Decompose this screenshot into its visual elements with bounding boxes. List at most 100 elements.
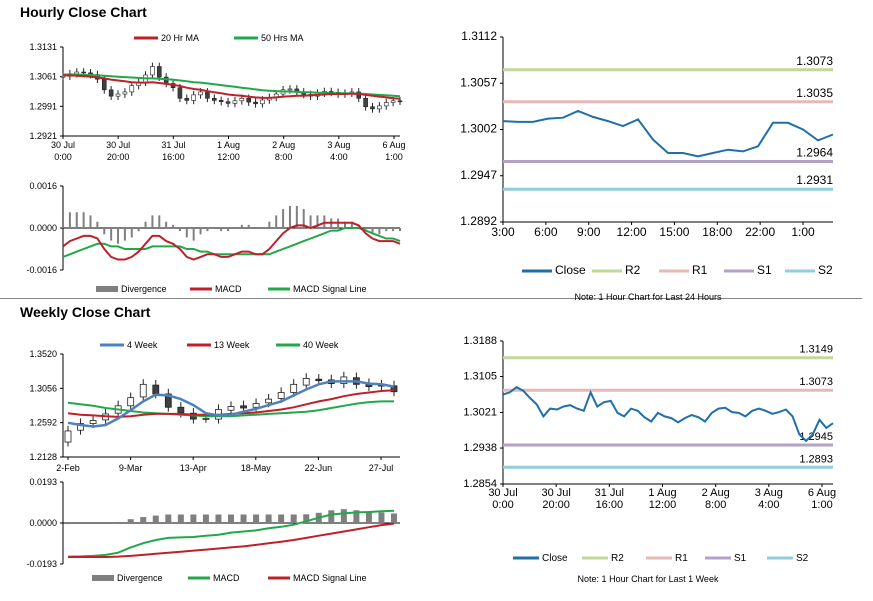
hourly_pivot-xtick-label: 6:00	[534, 225, 558, 239]
hourly_pivot-level-label-r2: 1.3073	[796, 54, 833, 68]
weekly-candle	[127, 397, 135, 407]
hourly-candle	[390, 100, 396, 103]
weekly-divergence-bar	[127, 519, 134, 523]
hourly-macd-legend-divergence-swatch	[96, 286, 118, 292]
weekly_pivot-note: Note: 1 Hour Chart for Last 1 Week	[578, 574, 719, 584]
weekly_pivot-xtick-label: 30 Jul	[488, 487, 517, 499]
hourly-candle	[129, 85, 135, 93]
hourly-candle	[225, 101, 231, 104]
weekly_pivot-legend-close-label: Close	[542, 553, 568, 564]
weekly-candle	[315, 378, 323, 382]
weekly-divergence-bar	[215, 514, 222, 523]
weekly-candle	[89, 420, 97, 424]
hourly_pivot-xtick-label: 22:00	[745, 225, 775, 239]
hourly_pivot-level-label-s2: 1.2931	[796, 173, 833, 187]
weekly-candle	[302, 378, 310, 386]
weekly-section-title: Weekly Close Chart	[20, 304, 151, 320]
weekly-price-ytick-label: 1.2592	[29, 418, 57, 428]
weekly_pivot-xtick-label: 8:00	[705, 499, 726, 511]
weekly-price-xtick-label: 18-May	[241, 463, 272, 473]
hourly_pivot-ytick-label: 1.2947	[460, 168, 497, 182]
hourly-candle	[101, 78, 107, 91]
hourly_pivot-ytick-label: 1.3112	[461, 29, 497, 43]
hourly_pivot-level-label-r1: 1.3035	[796, 86, 833, 100]
weekly-divergence-bar	[65, 523, 71, 525]
weekly-legend-40wk-label: 40 Week	[303, 340, 339, 350]
weekly-legend-13wk-label: 13 Week	[214, 340, 250, 350]
hourly-legend-ma20-label: 20 Hr MA	[161, 33, 199, 43]
hourly-candle	[232, 100, 238, 104]
hourly-price-xtick-label: 16:00	[162, 152, 185, 162]
hourly-ma20-line	[63, 74, 401, 100]
hourly_pivot-xtick-label: 9:00	[577, 225, 601, 239]
hourly_pivot-note: Note: 1 Hour Chart for Last 24 Hours	[574, 292, 722, 302]
hourly-price-ytick-label: 1.2921	[29, 131, 57, 141]
hourly-macd-ytick-label: 0.0000	[29, 223, 57, 233]
section-divider	[0, 298, 862, 299]
weekly-divergence-bar	[365, 511, 372, 523]
hourly-price-xtick-label: 20:00	[107, 152, 130, 162]
hourly-candle	[115, 93, 121, 97]
weekly-divergence-bar	[378, 512, 385, 523]
hourly-price-xtick-label: 1:00	[385, 152, 403, 162]
weekly_pivot-close-line	[502, 386, 834, 443]
weekly-divergence-bar	[278, 514, 285, 523]
hourly-candle	[370, 106, 375, 110]
weekly_pivot-xtick-label: 30 Jul	[541, 487, 570, 499]
weekly-price-xtick-label: 27-Jul	[369, 463, 394, 473]
hourly-price-xtick-label: 31 Jul	[161, 140, 185, 150]
weekly-divergence-bar	[177, 514, 184, 523]
hourly-price-ytick-label: 1.3061	[29, 72, 57, 82]
weekly-candle	[77, 423, 84, 431]
weekly-4wk-line	[67, 380, 395, 428]
weekly-divergence-bar	[152, 515, 159, 523]
hourly-price-xtick-label: 8:00	[275, 152, 293, 162]
hourly_pivot-ytick-label: 1.2892	[460, 214, 497, 228]
hourly-price-xtick-label: 6 Aug	[382, 140, 405, 150]
weekly-divergence-bar	[140, 517, 147, 523]
weekly_pivot-xtick-label: 20:00	[542, 499, 570, 511]
hourly-macd-legend-divergence-label: Divergence	[121, 284, 167, 294]
hourly-candle	[377, 105, 382, 110]
hourly_pivot-ytick-label: 1.3057	[460, 75, 497, 89]
weekly_pivot-xtick-label: 4:00	[758, 499, 779, 511]
weekly_pivot-xtick-label: 1 Aug	[648, 487, 676, 499]
weekly-candle	[164, 393, 172, 408]
hourly_pivot-xtick-label: 15:00	[659, 225, 689, 239]
hourly_pivot-legend-s2-label: S2	[818, 263, 833, 277]
weekly-divergence-bar	[77, 523, 84, 524]
weekly_pivot-ytick-label: 1.3105	[463, 371, 497, 383]
weekly-price-ytick-label: 1.3520	[29, 349, 57, 359]
weekly-price-ytick-label: 1.2128	[29, 452, 57, 462]
weekly-40wk-line	[67, 400, 394, 418]
weekly-divergence-bar	[190, 514, 197, 523]
hourly-macd-ytick-label: 0.0016	[29, 181, 57, 191]
weekly-macd-legend-macd-label: MACD	[213, 573, 240, 583]
weekly-macd-line	[67, 509, 395, 558]
hourly-candle	[74, 71, 80, 74]
weekly_pivot-ytick-label: 1.3188	[463, 335, 497, 347]
weekly-macd-legend-divergence-swatch	[92, 575, 114, 581]
weekly-price-xtick-label: 13-Apr	[180, 463, 207, 473]
weekly-candle	[252, 403, 260, 408]
hourly-macd-signal-line	[62, 227, 401, 258]
weekly-divergence-bar	[115, 521, 122, 523]
hourly-candle	[122, 91, 128, 95]
weekly-macd-legend-signal-label: MACD Signal Line	[293, 573, 367, 583]
hourly-price-xtick-label: 30 Jul	[51, 140, 75, 150]
weekly-divergence-bar	[240, 514, 247, 523]
weekly-divergence-bar	[228, 514, 234, 523]
weekly-candle	[139, 383, 147, 398]
hourly-candle	[191, 94, 196, 101]
weekly_pivot-legend-r2-label: R2	[611, 553, 624, 564]
hourly-candle	[150, 66, 155, 76]
weekly-divergence-bar	[328, 510, 335, 523]
hourly-macd-legend-signal-label: MACD Signal Line	[293, 284, 367, 294]
hourly_pivot-xtick-label: 1:00	[791, 225, 815, 239]
hourly-section-title: Hourly Close Chart	[20, 4, 147, 20]
hourly-price-xtick-label: 2 Aug	[272, 140, 295, 150]
weekly-price-xtick-label: 22-Jun	[305, 463, 333, 473]
weekly_pivot-level-label-r1: 1.3073	[799, 376, 833, 388]
weekly-candle	[240, 405, 247, 409]
